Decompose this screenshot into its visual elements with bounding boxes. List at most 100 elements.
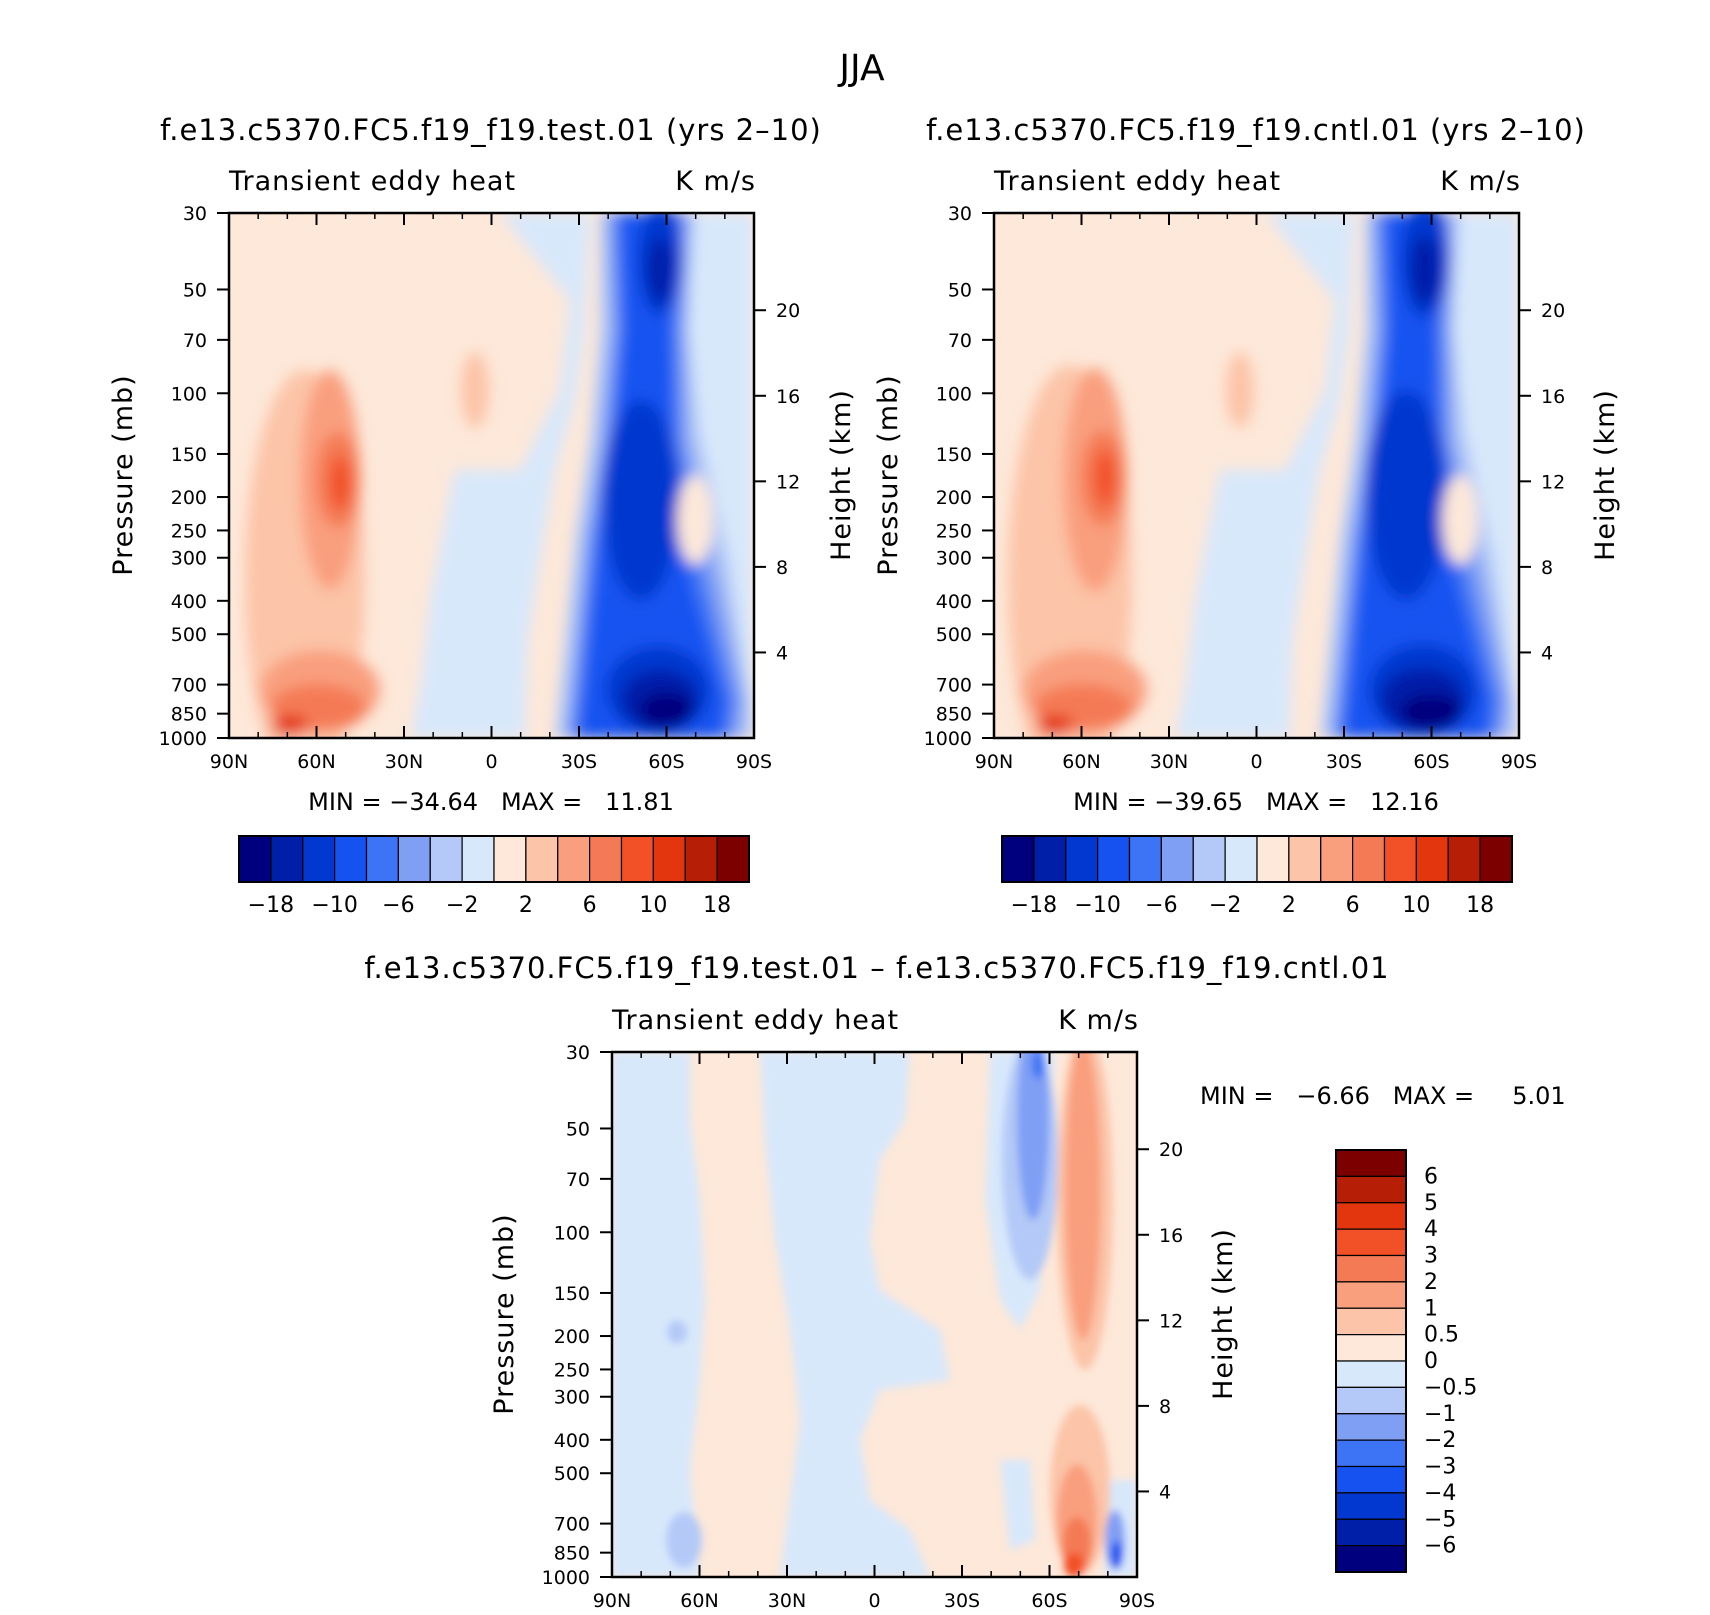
colorbar-swatch [1383,835,1417,883]
colorbar-label: 0 [1424,1349,1438,1374]
x-tick-label: 90S [1501,751,1537,773]
colorbar-swatch [461,835,495,883]
units-label: K m/s [1440,166,1521,197]
colorbar-swatch [1335,1281,1407,1309]
colorbar-swatch [238,835,272,883]
pressure-tick-label: 150 [936,444,972,466]
x-tick-label: 30N [1150,751,1188,773]
panel-title: f.e13.c5370.FC5.f19_f19.cntl.01 (yrs 2–1… [926,113,1586,147]
height-tick-label: 8 [1159,1396,1171,1418]
y-axis-label: Pressure (mb) [108,374,139,575]
pressure-tick-label: 850 [936,704,972,726]
height-tick-label: 20 [776,300,800,322]
units-label: K m/s [675,166,756,197]
colorbar-swatch [1335,1465,1407,1494]
colorbar-swatch [1033,835,1067,883]
pressure-tick-label: 400 [936,591,972,613]
colorbar-swatch [1335,1413,1407,1441]
x-tick-label: 30N [385,751,423,773]
colorbar-label: −18 [1011,893,1057,918]
x-tick-label: 30N [768,1590,806,1611]
colorbar-swatch [1335,1518,1407,1547]
pressure-tick-label: 50 [183,279,207,301]
pressure-tick-label: 70 [948,330,972,352]
pressure-tick-label: 850 [554,1543,590,1565]
y-axis-label: Pressure (mb) [489,1213,520,1414]
colorbar-swatch [1160,835,1194,883]
min-max-stats: MIN = −34.64 MAX = 11.81 [308,788,674,816]
pressure-tick-label: 700 [171,675,207,697]
pressure-tick-label: 50 [566,1118,590,1140]
colorbar-label: 6 [1346,893,1360,918]
colorbar-swatch [1415,835,1449,883]
pressure-tick-label: 150 [554,1283,590,1305]
contour-field [229,213,754,738]
pressure-tick-label: 1000 [924,728,972,750]
colorbar-swatch [397,835,431,883]
height-tick-label: 16 [776,386,800,408]
y2-axis-label: Height (km) [1208,1228,1239,1400]
pressure-tick-label: 100 [171,383,207,405]
height-tick-label: 20 [1159,1139,1183,1161]
height-ticks: 20 16 12 8 4 [1137,1139,1183,1503]
height-tick-label: 4 [1159,1481,1171,1503]
pressure-tick-label: 30 [566,1042,590,1064]
x-tick-label: 30S [1326,751,1362,773]
pressure-tick-label: 250 [171,520,207,542]
colorbar-swatch [302,835,336,883]
units-label: K m/s [1058,1005,1139,1036]
x-axis-ticks: 90N 60N 30N 0 30S 60S 90S [975,213,1537,773]
pressure-tick-label: 100 [554,1222,590,1244]
pressure-tick-label: 500 [936,624,972,646]
x-tick-label: 60S [1031,1590,1067,1611]
colorbar-swatch [1335,1439,1407,1468]
x-tick-label: 90S [736,751,772,773]
x-tick-label: 60S [1413,751,1449,773]
colorbar-label: 10 [1402,893,1430,918]
colorbar-swatch [1335,1228,1407,1257]
panel-diff: f.e13.c5370.FC5.f19_f19.test.01 – f.e13.… [364,951,1565,1612]
height-tick-label: 20 [1541,300,1565,322]
colorbar-label: −5 [1424,1507,1456,1532]
colorbar-label: −6 [382,893,414,918]
height-tick-label: 16 [1541,386,1565,408]
colorbar-label: −2 [1424,1428,1456,1453]
colorbar-swatch [1479,835,1513,883]
x-tick-label: 60N [1062,751,1100,773]
colorbar-label: 2 [1424,1270,1438,1295]
x-tick-label: 60N [297,751,335,773]
panel-title: f.e13.c5370.FC5.f19_f19.test.01 – f.e13.… [364,951,1389,985]
pressure-tick-label: 200 [171,487,207,509]
pressure-tick-label: 1000 [542,1567,590,1589]
colorbar-label: 18 [703,893,731,918]
pressure-tick-label: 500 [554,1463,590,1485]
pressure-tick-label: 700 [554,1514,590,1536]
colorbar-label: −3 [1424,1455,1456,1480]
colorbar-swatch [365,835,399,883]
pressure-tick-label: 200 [554,1326,590,1348]
colorbar-label: 10 [639,893,667,918]
colorbar-swatch [1352,835,1386,883]
page-title: JJA [837,48,885,89]
colorbar-label: 6 [583,893,597,918]
colorbar: −18 −10 −6 −2 2 6 10 18 [238,835,750,918]
height-ticks: 20 16 12 8 4 [754,300,800,664]
height-tick-label: 8 [776,557,788,579]
x-tick-label: 0 [1250,751,1262,773]
field-label: Transient eddy heat [993,166,1281,197]
colorbar-label: 3 [1424,1244,1438,1269]
pressure-tick-label: 150 [171,444,207,466]
contour-field [612,1052,1137,1577]
height-tick-label: 4 [776,642,788,664]
panel-test: f.e13.c5370.FC5.f19_f19.test.01 (yrs 2–1… [108,113,857,918]
colorbar-label: 6 [1424,1164,1438,1189]
pressure-tick-label: 400 [554,1430,590,1452]
height-tick-label: 12 [776,471,800,493]
colorbar-swatch [557,835,591,883]
colorbar-swatch [270,835,304,883]
